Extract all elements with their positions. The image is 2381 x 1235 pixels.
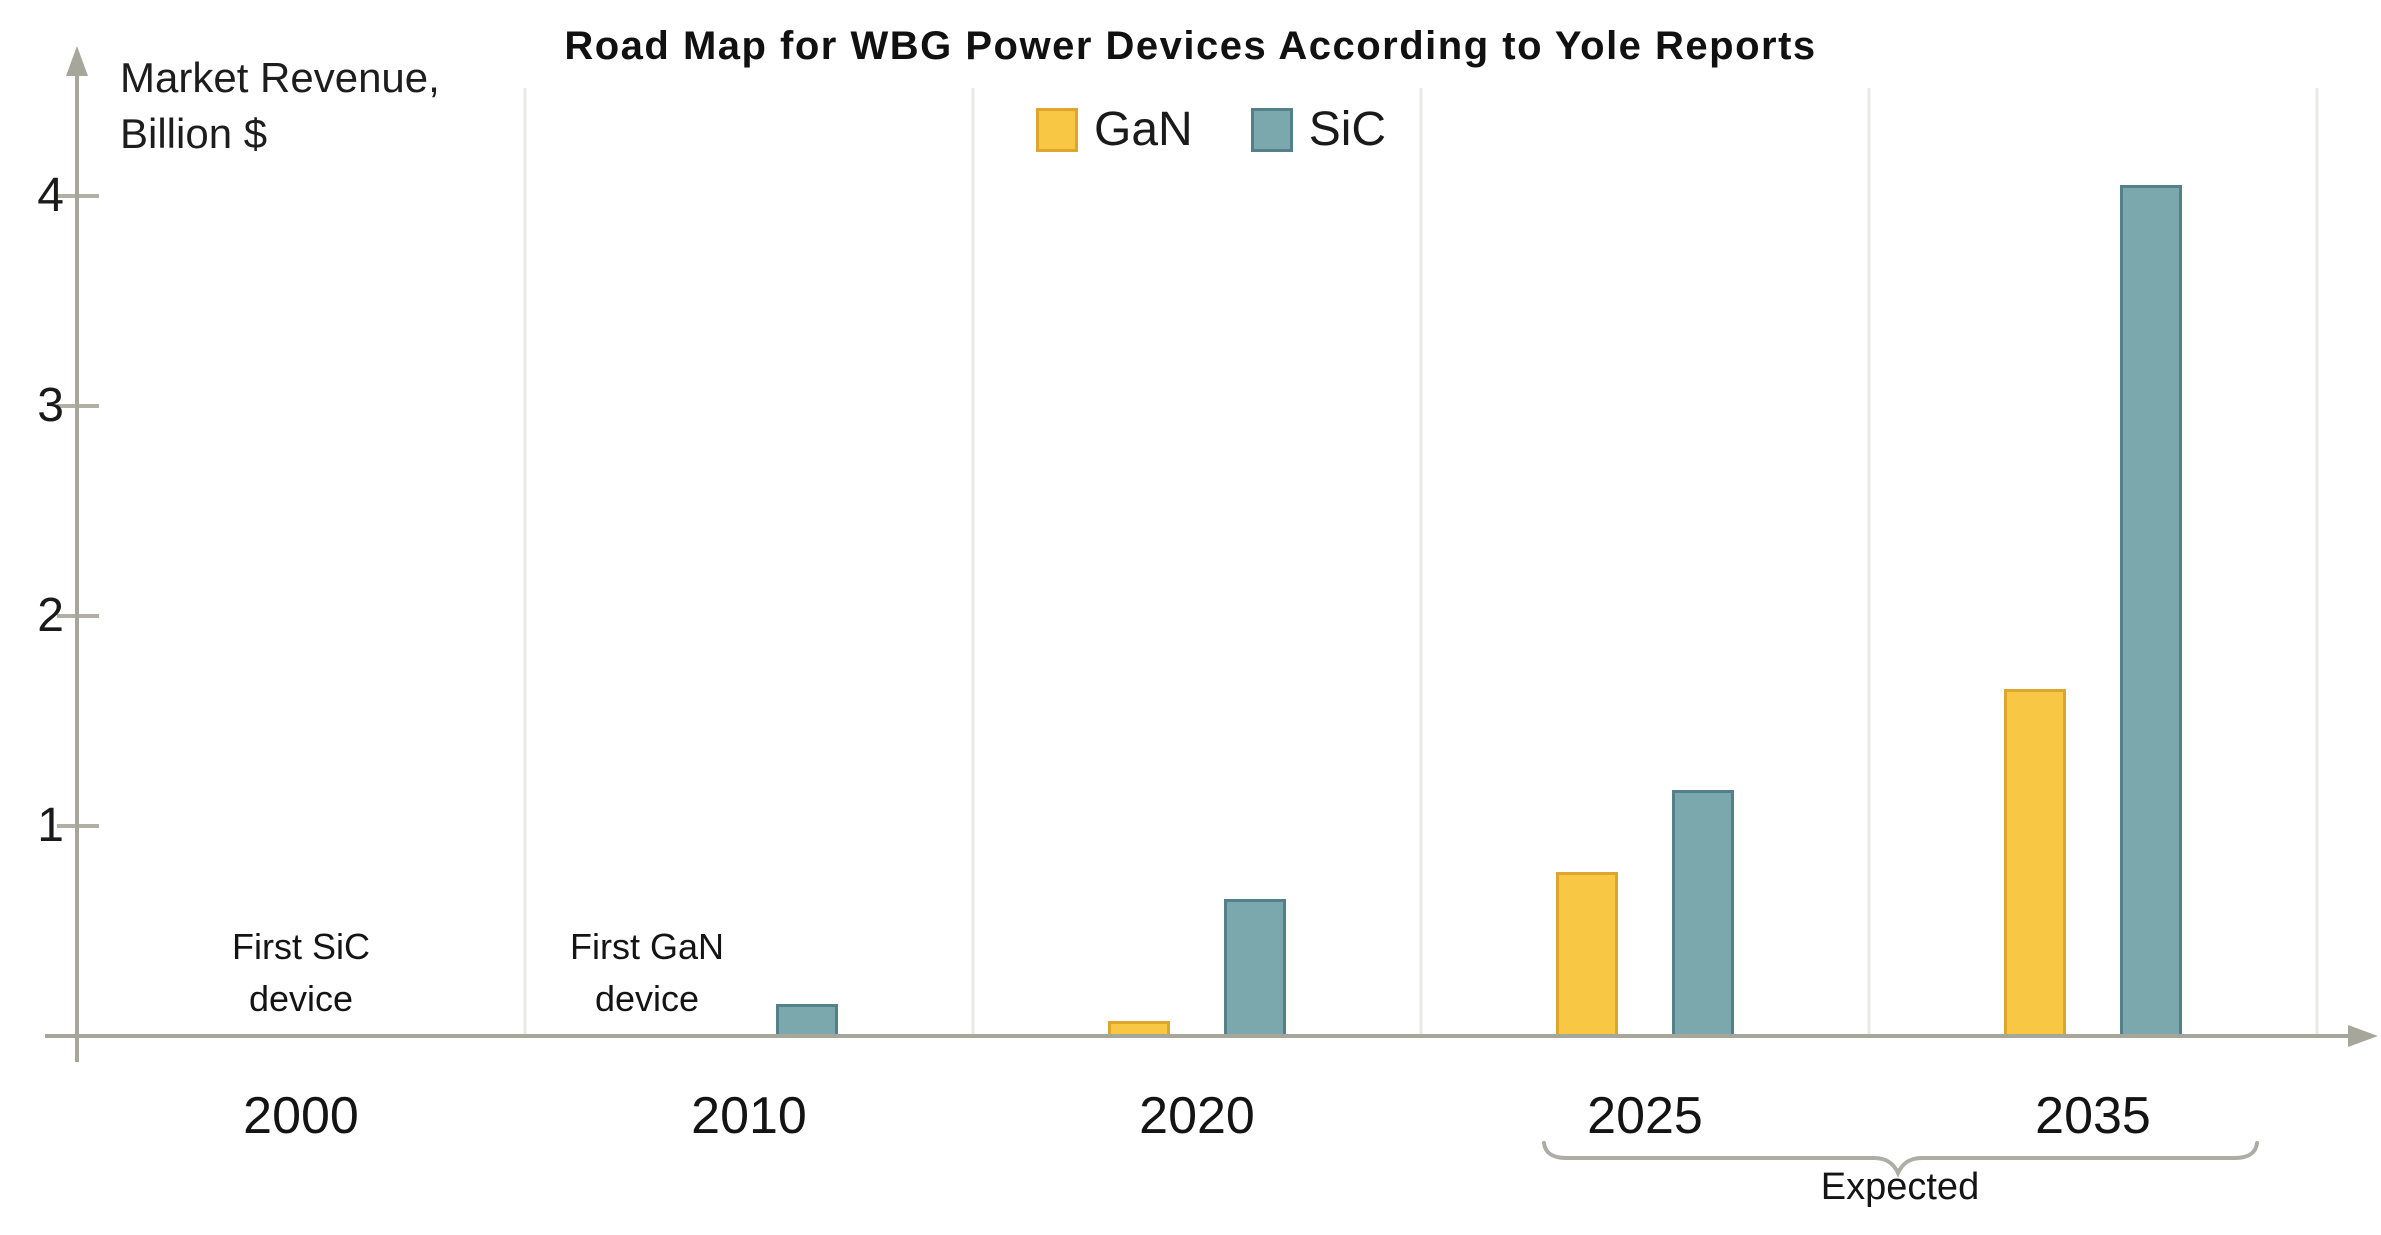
legend-item-gan: GaN [1036, 102, 1193, 157]
annotation-first-gan: First GaN device [487, 921, 807, 1025]
bar-sic-2025 [1672, 790, 1734, 1038]
y-axis-title: Market Revenue, Billion $ [120, 50, 440, 162]
bar-sic-2020 [1224, 899, 1286, 1038]
legend-label-gan: GaN [1094, 103, 1193, 156]
legend-label-sic: SiC [1308, 103, 1387, 156]
annotation-first-gan-line1: First GaN [569, 926, 724, 967]
x-axis-arrow-icon [2348, 1025, 2378, 1047]
legend-swatch-gan-icon [1036, 107, 1078, 152]
x-category-label-2020: 2020 [1139, 1087, 1255, 1145]
y-tick-label-3: 3 [37, 379, 64, 432]
x-category-label-2025: 2025 [1587, 1087, 1703, 1145]
x-category-label-2035: 2035 [2035, 1087, 2151, 1145]
bar-gan-2020 [1108, 1021, 1170, 1038]
annotation-first-sic-line2: device [248, 978, 354, 1019]
x-category-label-2010: 2010 [691, 1087, 807, 1145]
annotation-first-sic: First SiC device [141, 921, 461, 1025]
chart-title: Road Map for WBG Power Devices According… [564, 24, 1817, 68]
x-category-label-2000: 2000 [243, 1087, 359, 1145]
y-ticks-group [57, 194, 99, 828]
bar-sic-2010 [776, 1004, 838, 1038]
bar-gan-2025 [1556, 872, 1618, 1038]
y-tick-label-1: 1 [37, 799, 64, 852]
bar-gan-2035 [2004, 689, 2066, 1038]
y-axis-title-line2: Billion $ [120, 110, 268, 157]
annotation-first-sic-line1: First SiC [232, 926, 370, 967]
legend: GaN SiC [1036, 102, 1386, 157]
legend-item-sic: SiC [1250, 102, 1387, 157]
expected-label: Expected [1820, 1166, 1980, 1208]
bar-sic-2035 [2120, 185, 2182, 1038]
y-tick-label-2: 2 [37, 589, 64, 642]
y-axis-title-line1: Market Revenue, [120, 54, 440, 101]
annotation-first-gan-line2: device [594, 978, 700, 1019]
legend-swatch-sic-icon [1250, 107, 1293, 152]
y-tick-label-4: 4 [37, 169, 64, 222]
